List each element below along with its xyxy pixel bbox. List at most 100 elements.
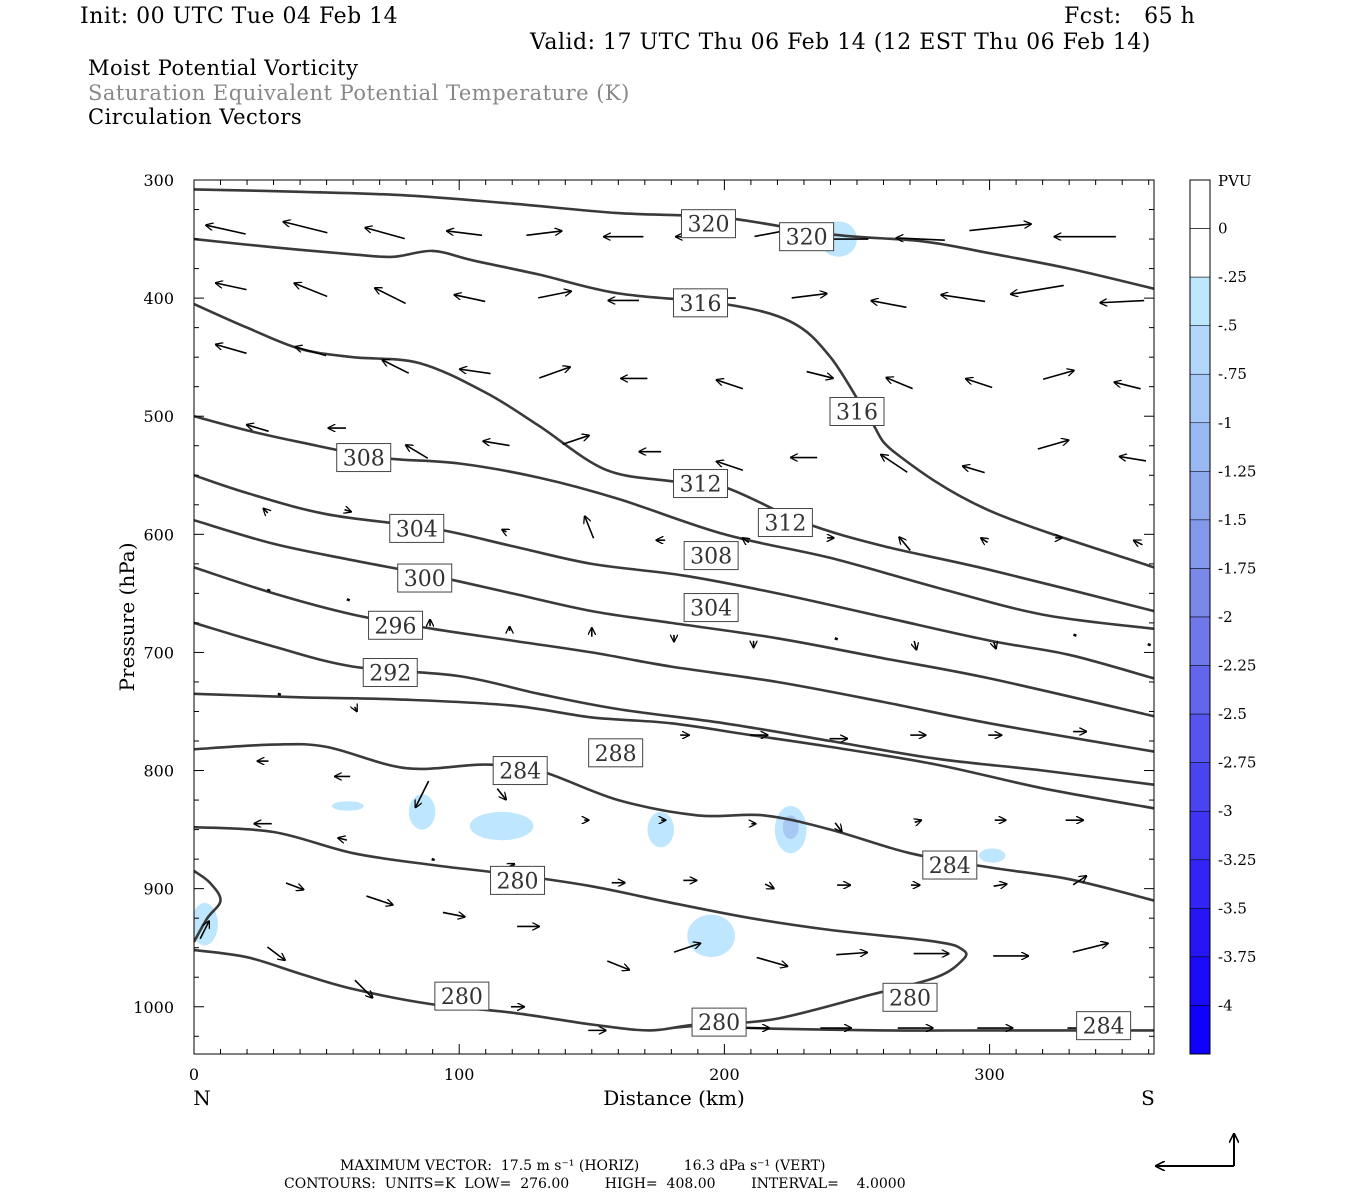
vector-48 [263,509,267,513]
colorbar-segment-15 [1189,956,1211,1006]
colorbar-level-label: -1.75 [1218,559,1256,577]
vector-110 [673,943,700,953]
contour-label-5: 312 [757,508,813,538]
contour-label-7: 308 [683,541,739,571]
vector-34 [1042,370,1074,381]
colorbar-segment-9 [1189,665,1211,715]
vector-93 [431,857,436,862]
colorbar-level-label: -4 [1218,996,1233,1014]
contour-label-text: 304 [690,597,732,622]
contour-label-box [922,850,978,880]
contour-label-text: 288 [595,742,637,767]
contour-label-box [588,738,644,768]
theta-contour-288-8 [194,692,1154,810]
contour-label-box [397,563,453,593]
pv-shade-4 [647,811,675,848]
theta-contour-292-7 [194,621,1154,786]
colorbar-level-label: 0 [1218,220,1228,238]
contour-label-16: 280 [490,865,546,895]
vector-94 [510,864,514,866]
y-tick-label-800: 800 [143,762,174,781]
vector-0 [206,225,246,235]
contour-label-text: 316 [836,400,878,425]
vector-106 [199,921,209,940]
vector-67 [834,637,839,641]
colorbar-level-label: -3.5 [1218,899,1247,917]
contour-label-text: 316 [680,292,722,317]
colorbar-level-label: -3.75 [1218,948,1256,966]
vector-87 [835,822,842,832]
colorbar-segment-11 [1189,762,1211,812]
colorbar-level-label: -.25 [1218,268,1247,286]
vector-70 [1073,633,1077,637]
vector-97 [442,912,465,916]
theta-contour-300-5 [194,518,1154,718]
colorbar-segment-10 [1189,713,1211,763]
theta-contour-304-4 [194,474,1154,680]
contour-label-box [434,981,490,1011]
colorbar-segment-14 [1189,908,1211,958]
colorbar-segment-7 [1189,568,1211,618]
field-label-theta: Saturation Equivalent Potential Temperat… [88,81,630,105]
vector-33 [966,379,993,389]
x-tick-label-0: 0 [189,1065,199,1084]
vector-104 [993,884,1007,886]
vector-16 [538,291,571,299]
contour-label-box [1076,1011,1132,1041]
vector-57 [981,538,988,542]
contour-label-text: 284 [929,854,971,879]
vector-92 [338,838,348,840]
contour-label-0: 320 [680,209,736,239]
theta-contour-312-2 [194,302,1154,613]
pv-shade-8 [687,914,735,958]
vector-39 [483,441,510,447]
contour-label-1: 320 [779,222,835,252]
colorbar-segment-top [1189,179,1211,229]
vector-101 [764,884,774,888]
contour-label-text: 292 [369,662,411,687]
contour-label-13: 288 [588,738,644,768]
contour-label-box [336,443,392,473]
contour-label-text: 312 [680,473,722,498]
vector-109 [607,960,629,970]
colorbar-level-label: -.5 [1218,317,1237,335]
x-end-label-right: S [1141,1086,1155,1110]
contour-label-8: 304 [389,513,445,543]
colorbar-segment-6 [1189,519,1211,569]
contour-label-box [829,396,885,426]
reference-vector [1156,1134,1234,1166]
contour-label-box [492,756,548,786]
contour-label-text: 284 [499,760,541,785]
contour-label-text: 296 [375,614,417,639]
vector-42 [716,461,744,471]
contour-label-18: 280 [882,982,938,1012]
vector-40 [562,435,589,445]
colorbar-segment-5 [1189,471,1211,521]
vector-45 [963,466,985,474]
colorbar-level-label: -2.75 [1218,754,1256,772]
contour-label-box [362,658,418,688]
vector-96 [366,895,392,905]
vector-108 [354,979,373,998]
y-tick-label-900: 900 [143,880,174,899]
vector-46 [1037,440,1069,450]
y-tick-label-400: 400 [143,289,174,308]
contour-label-14: 284 [492,756,548,786]
contour-label-box [683,593,739,623]
footer-max-vector: MAXIMUM VECTOR: 17.5 m s⁻¹ (HORIZ) 16.3 … [340,1158,826,1174]
contour-labels: 320 320 316 316 312 312 308 308 304 304 300 296 292 2… [336,209,1132,1041]
y-axis-label: Pressure (hPa) [115,543,139,692]
contour-label-text: 284 [1083,1015,1125,1040]
vector-25 [295,347,327,357]
contour-label-text: 280 [698,1011,740,1036]
vector-12 [216,283,247,291]
theta-contour-296-6 [194,566,1154,753]
vector-4 [526,231,561,237]
contour-label-box [673,469,729,499]
valid-time: Valid: 17 UTC Thu 06 Feb 14 (12 EST Thu … [530,30,1151,55]
vector-27 [460,369,491,375]
vector-52 [585,516,595,539]
colorbar-segment-1 [1189,276,1211,326]
vector-35 [1114,382,1141,390]
vector-1 [283,222,328,234]
